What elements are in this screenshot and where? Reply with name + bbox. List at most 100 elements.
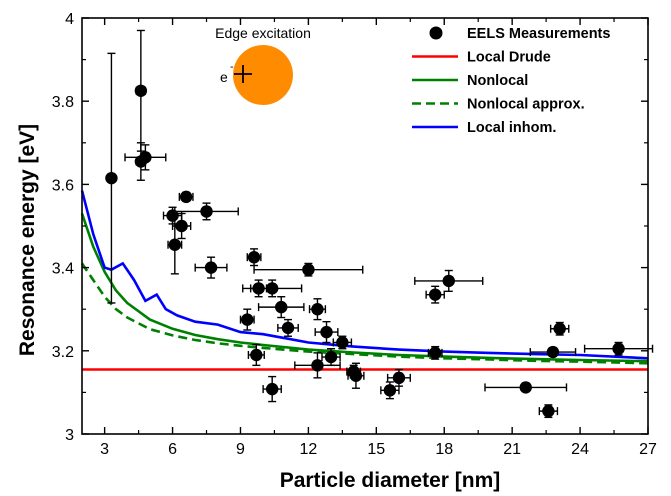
legend-label: EELS Measurements bbox=[467, 26, 610, 42]
data-point bbox=[194, 256, 228, 279]
electron-superscript: - bbox=[230, 61, 234, 73]
axes: 3 6 9 12 15 18 21 24 27 3 3.2 3.4 3.6 3.8 4 bbox=[52, 11, 657, 458]
legend-entry: Nonlocal approx. bbox=[412, 97, 585, 113]
data-point bbox=[242, 279, 303, 298]
data-marker bbox=[241, 313, 254, 326]
data-point bbox=[427, 345, 443, 360]
series-line-local-inhom- bbox=[80, 190, 649, 360]
plot-frame bbox=[81, 17, 649, 435]
data-point bbox=[484, 381, 568, 394]
legend-entry: EELS Measurements bbox=[429, 26, 610, 42]
legend-label: Local inhom. bbox=[467, 120, 556, 136]
data-point bbox=[321, 348, 341, 367]
x-tick-label: 24 bbox=[571, 441, 589, 458]
data-point bbox=[134, 29, 148, 152]
data-point bbox=[425, 285, 445, 304]
data-marker bbox=[281, 321, 295, 335]
data-marker bbox=[134, 84, 148, 98]
data-marker bbox=[311, 303, 324, 316]
y-tick-label: 3.8 bbox=[52, 94, 74, 111]
data-point bbox=[380, 381, 400, 400]
data-marker bbox=[311, 359, 324, 372]
data-marker bbox=[392, 371, 406, 385]
data-marker bbox=[134, 155, 148, 168]
data-marker bbox=[336, 336, 349, 349]
data-marker bbox=[542, 404, 555, 418]
data-marker bbox=[324, 350, 338, 364]
plot-area bbox=[80, 29, 654, 419]
legend-entry: Nonlocal bbox=[412, 73, 528, 89]
x-axis-title: Particle diameter [nm] bbox=[280, 469, 501, 492]
data-point bbox=[332, 335, 353, 350]
data-point bbox=[529, 345, 577, 359]
data-point bbox=[174, 202, 239, 221]
data-point bbox=[246, 248, 262, 267]
x-tick-label: 12 bbox=[300, 441, 318, 458]
data-point bbox=[277, 318, 299, 337]
data-marker bbox=[320, 325, 333, 339]
data-point bbox=[239, 308, 255, 331]
y-tick-label: 3 bbox=[65, 427, 74, 444]
x-tick-label: 27 bbox=[639, 441, 657, 458]
series-line-nonlocal bbox=[80, 213, 649, 363]
data-marker bbox=[175, 219, 188, 233]
legend-entry: Local Drude bbox=[412, 50, 551, 66]
y-tick-label: 4 bbox=[65, 11, 74, 28]
data-marker bbox=[265, 382, 279, 396]
data-marker bbox=[275, 300, 288, 314]
data-marker bbox=[168, 238, 182, 251]
data-point bbox=[386, 368, 411, 387]
data-marker bbox=[349, 369, 363, 382]
data-marker bbox=[428, 346, 442, 360]
data-marker bbox=[265, 282, 279, 295]
data-marker bbox=[553, 322, 566, 335]
x-tick-label: 21 bbox=[503, 441, 521, 458]
data-point bbox=[583, 341, 654, 356]
series-line-nonlocal-approx- bbox=[80, 262, 649, 365]
data-point bbox=[178, 190, 194, 204]
data-point bbox=[253, 262, 364, 277]
data-marker bbox=[105, 171, 118, 185]
legend: EELS Measurements Local Drude Nonlocal Nonl… bbox=[412, 26, 610, 136]
data-point bbox=[347, 362, 365, 389]
data-marker bbox=[204, 261, 218, 274]
data-point bbox=[538, 404, 559, 419]
data-marker bbox=[302, 263, 315, 276]
data-marker bbox=[442, 274, 455, 288]
data-point bbox=[167, 214, 183, 275]
data-point bbox=[549, 321, 570, 336]
data-marker bbox=[612, 342, 625, 355]
x-tick-label: 15 bbox=[367, 441, 385, 458]
data-marker bbox=[383, 384, 397, 397]
x-tick-label: 6 bbox=[168, 441, 177, 458]
y-tick-label: 3.2 bbox=[52, 344, 74, 361]
data-point bbox=[171, 212, 192, 240]
x-tick-label: 18 bbox=[435, 441, 453, 458]
x-tick-label: 9 bbox=[236, 441, 245, 458]
y-tick-label: 3.6 bbox=[52, 177, 74, 194]
data-point bbox=[414, 269, 484, 293]
data-point bbox=[314, 320, 339, 344]
data-marker bbox=[428, 288, 442, 301]
data-marker bbox=[179, 190, 193, 204]
data-point bbox=[247, 343, 265, 367]
data-marker bbox=[546, 345, 560, 359]
legend-marker bbox=[429, 26, 443, 40]
legend-entry: Local inhom. bbox=[412, 120, 556, 136]
data-point bbox=[134, 142, 148, 181]
y-axis-title: Resonance energy [eV] bbox=[16, 124, 39, 356]
data-point bbox=[308, 298, 327, 321]
data-marker bbox=[519, 381, 532, 394]
data-point bbox=[105, 52, 118, 304]
data-point bbox=[262, 375, 282, 403]
inset-title: Edge excitation bbox=[215, 25, 311, 41]
x-tick-label: 3 bbox=[100, 441, 109, 458]
electron-label: e bbox=[220, 69, 228, 85]
y-tick-label: 3.4 bbox=[52, 261, 74, 278]
legend-label: Nonlocal approx. bbox=[467, 97, 585, 113]
data-marker bbox=[247, 251, 261, 264]
legend-label: Nonlocal bbox=[467, 73, 528, 89]
data-marker bbox=[250, 348, 263, 362]
data-marker bbox=[200, 205, 213, 218]
